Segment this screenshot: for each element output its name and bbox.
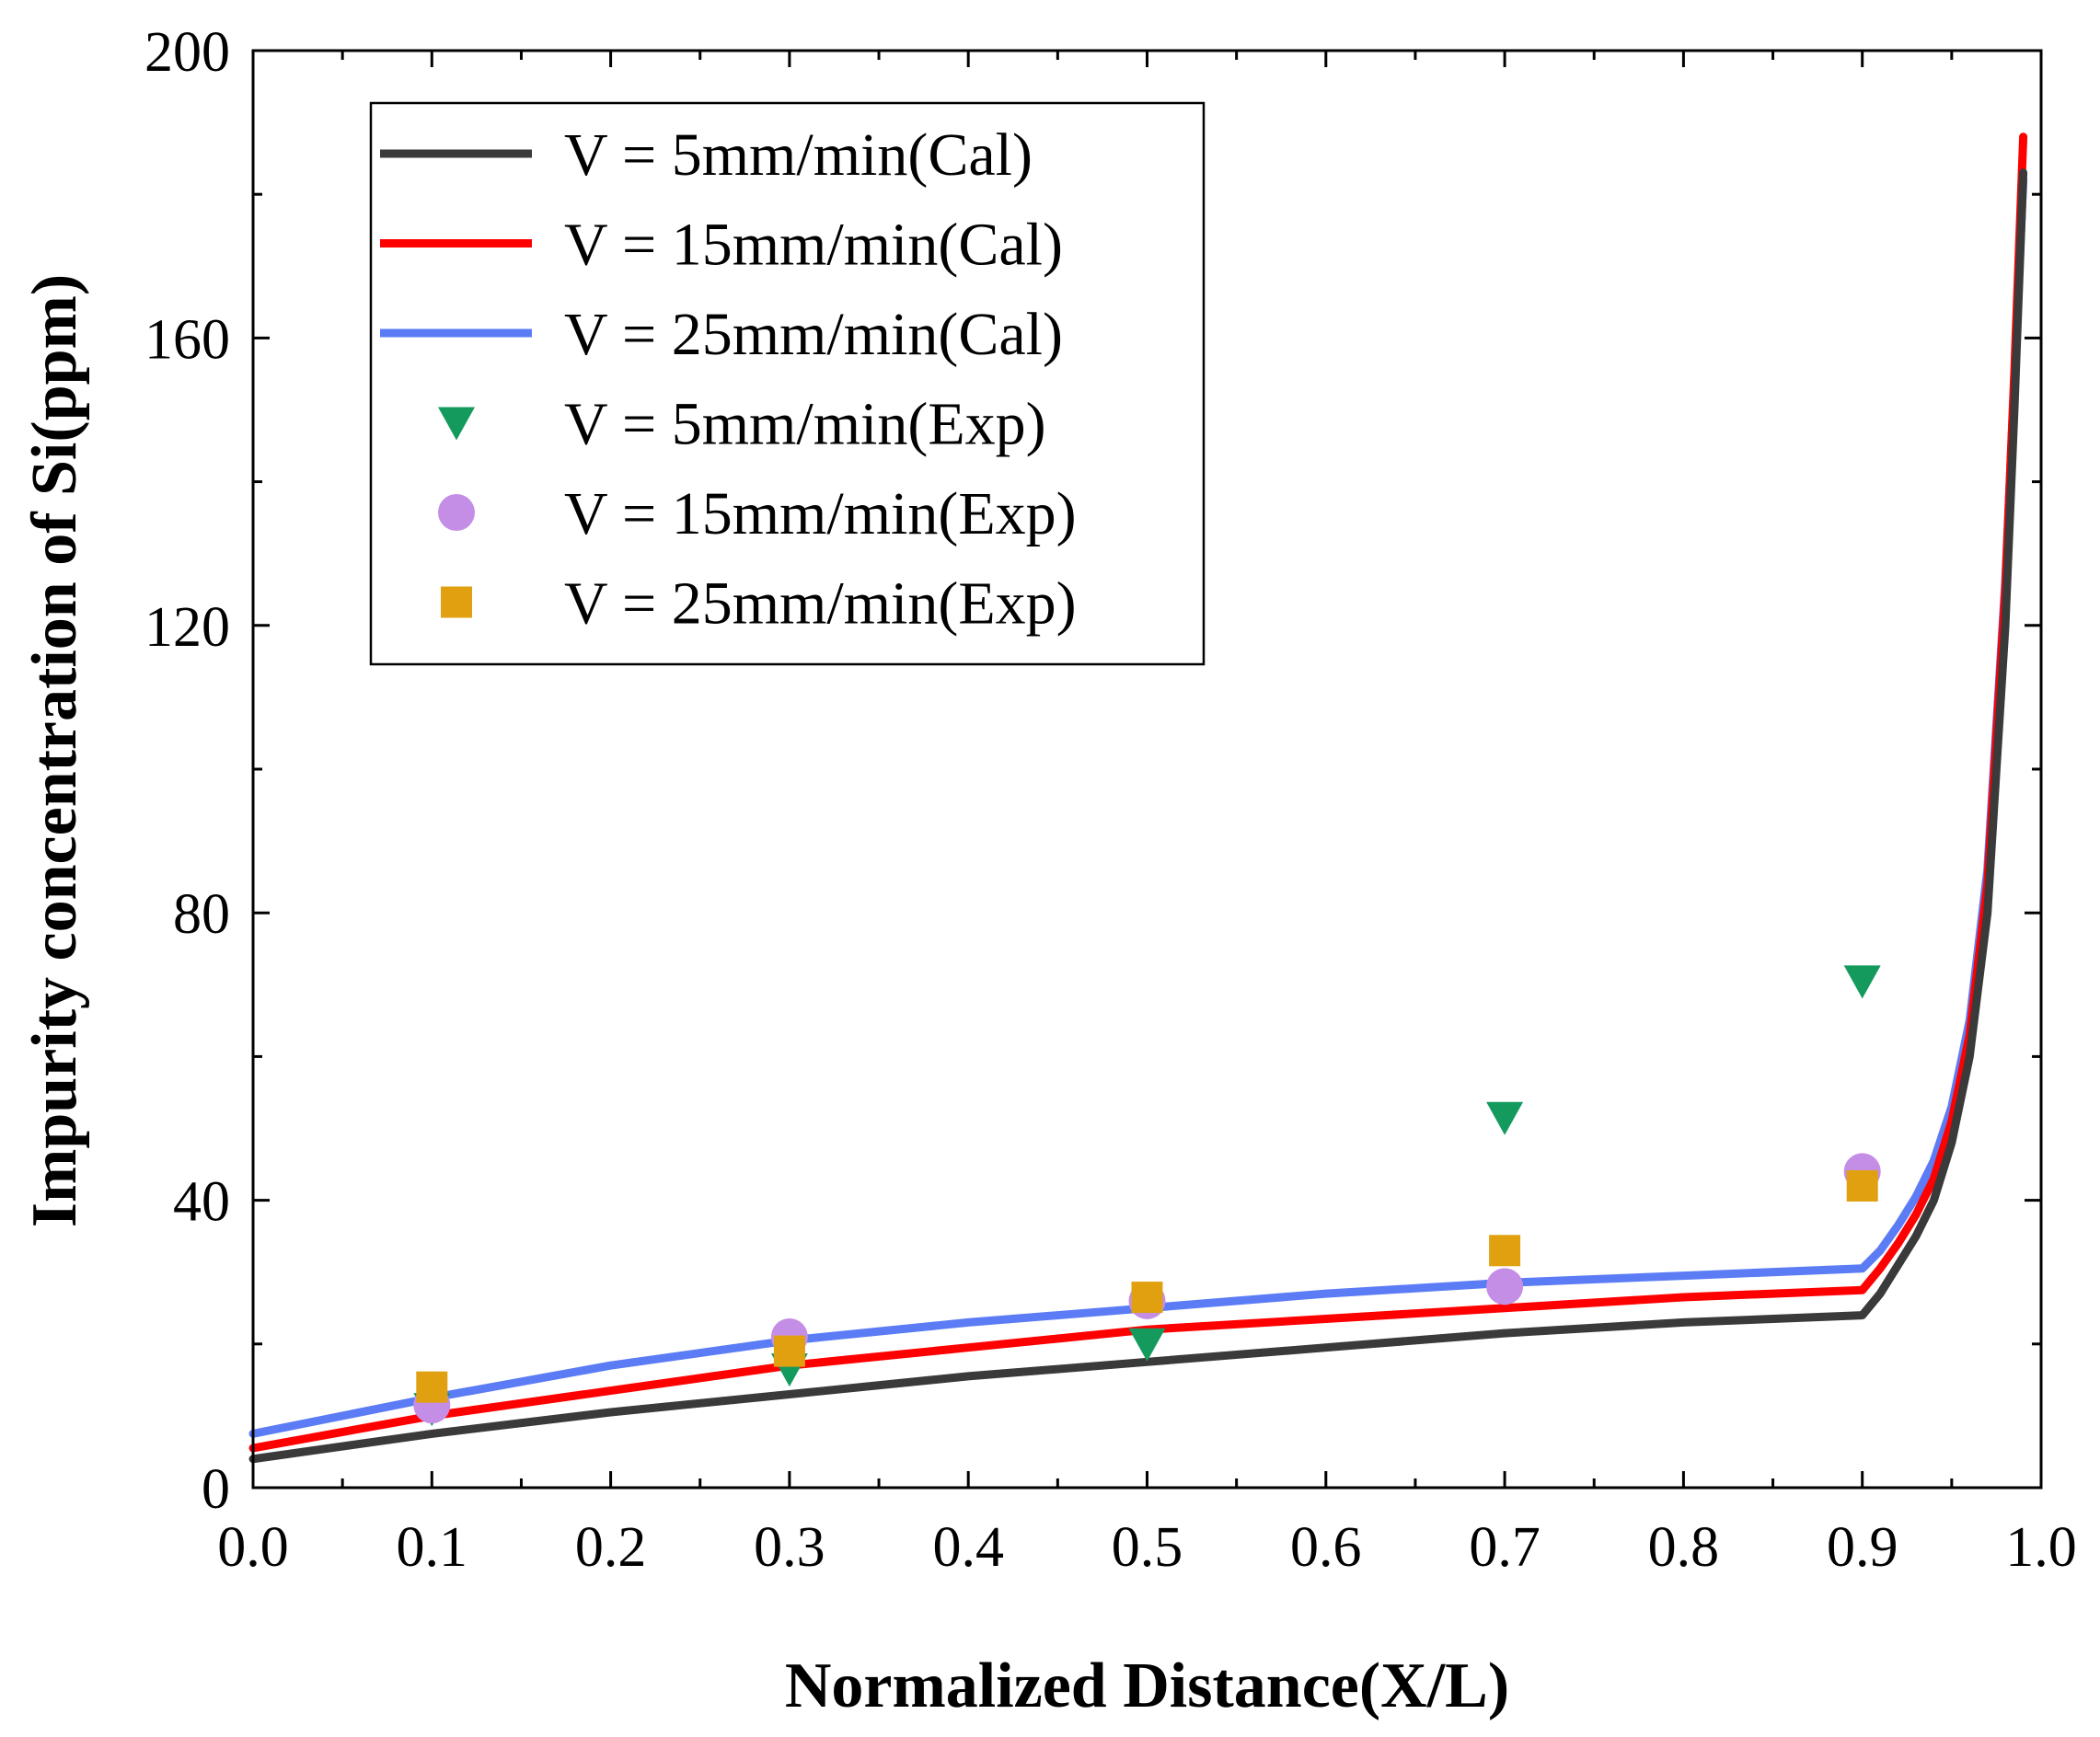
data-point <box>1486 1101 1524 1135</box>
data-point <box>773 1335 805 1367</box>
x-tick-label: 1.0 <box>2005 1516 2077 1579</box>
data-point <box>1131 1282 1163 1314</box>
x-tick-label: 0.0 <box>217 1516 289 1579</box>
data-point <box>1843 965 1881 999</box>
y-tick-label: 0 <box>202 1458 230 1521</box>
y-tick-label: 120 <box>144 596 230 659</box>
legend: V = 5mm/min(Cal) V = 15mm/min(Cal) V = 25m… <box>369 101 1206 666</box>
data-point <box>416 1371 448 1403</box>
legend-entry: V = 15mm/min(Cal) <box>380 212 1063 279</box>
x-tick-label: 0.1 <box>397 1516 468 1579</box>
x-axis-title: Normalized Distance(X/L) <box>785 1651 1509 1721</box>
legend-box <box>369 101 1206 666</box>
data-point <box>1486 1268 1524 1306</box>
legend-entry: V = 25mm/min(Exp) <box>441 570 1077 638</box>
legend-label: V = 15mm/min(Cal) <box>564 212 1063 279</box>
legend-entry: V = 5mm/min(Exp) <box>438 391 1046 458</box>
data-point <box>1128 1328 1166 1362</box>
legend-label: V = 5mm/min(Exp) <box>564 391 1046 458</box>
legend-entry: V = 25mm/min(Cal) <box>380 301 1063 368</box>
series-v-5mm-min-cal- <box>248 168 2028 1464</box>
legend-entry: V = 15mm/min(Exp) <box>438 480 1077 547</box>
legend-marker <box>438 494 475 531</box>
y-tick-label: 200 <box>144 21 230 84</box>
x-tick-label: 0.4 <box>932 1516 1004 1579</box>
x-tick-label: 0.9 <box>1827 1516 1898 1579</box>
data-point <box>1846 1169 1878 1202</box>
legend-marker <box>438 407 475 441</box>
x-tick-label: 0.8 <box>1648 1516 1720 1579</box>
x-tick-label: 0.2 <box>575 1516 647 1579</box>
series-v-25mm-min-exp- <box>416 1169 1878 1403</box>
y-tick-label: 80 <box>173 883 230 946</box>
series-line <box>248 168 2028 1464</box>
x-tick-label: 0.5 <box>1112 1516 1183 1579</box>
axes: 0.0 0.1 0.2 0.3 0.4 0.5 0.6 0.7 0.8 0.9 1.0 0 40 80 12… <box>144 21 2077 1579</box>
legend-label: V = 15mm/min(Exp) <box>564 480 1077 547</box>
y-axis-title: Impurity concentration of Si(ppm) <box>19 274 90 1227</box>
legend-label: V = 5mm/min(Cal) <box>564 121 1033 189</box>
x-tick-label: 0.6 <box>1290 1516 1362 1579</box>
legend-label: V = 25mm/min(Cal) <box>564 301 1063 368</box>
plot-area <box>248 132 2028 1464</box>
legend-marker <box>441 586 472 618</box>
series-v-5mm-min-exp- <box>413 965 1881 1427</box>
legend-entry: V = 5mm/min(Cal) <box>380 121 1033 189</box>
x-tick-label: 0.3 <box>754 1516 825 1579</box>
data-point <box>1489 1235 1521 1267</box>
y-tick-label: 40 <box>173 1171 230 1234</box>
x-tick-label: 0.7 <box>1469 1516 1540 1579</box>
legend-label: V = 25mm/min(Exp) <box>564 570 1077 638</box>
y-tick-label: 160 <box>144 308 230 371</box>
